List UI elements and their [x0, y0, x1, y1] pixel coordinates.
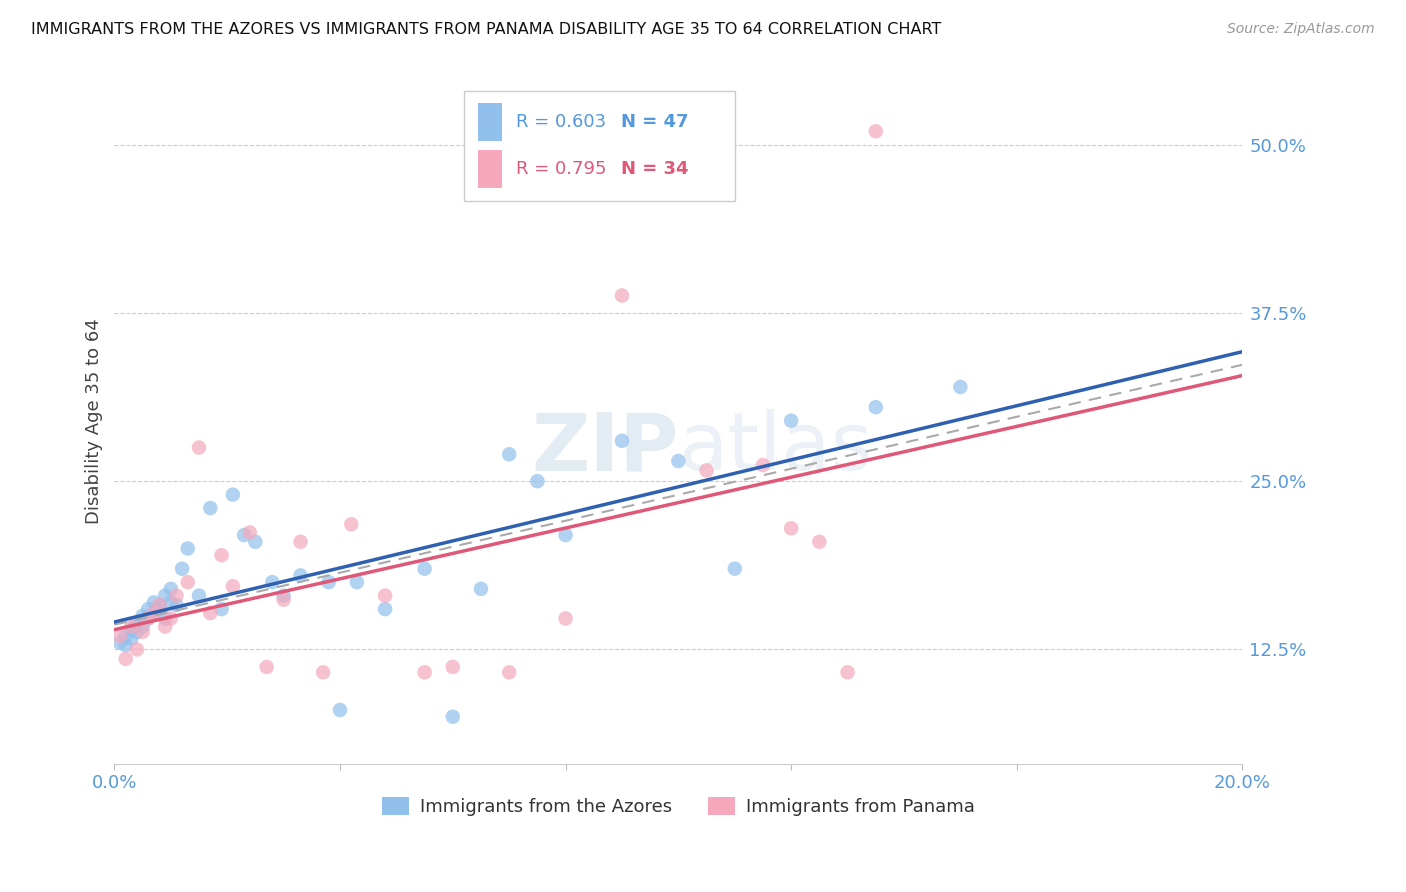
Point	[262, 575, 284, 590]
Point	[108, 629, 131, 643]
Point	[188, 589, 211, 603]
Point	[148, 602, 170, 616]
Point	[666, 454, 689, 468]
Point	[374, 589, 396, 603]
Point	[114, 639, 136, 653]
Point	[780, 521, 803, 535]
Point	[136, 602, 159, 616]
Point	[340, 517, 363, 532]
Point	[136, 611, 159, 625]
Point	[114, 652, 136, 666]
Point	[222, 579, 245, 593]
Y-axis label: Disability Age 35 to 64: Disability Age 35 to 64	[86, 318, 103, 524]
Point	[177, 541, 200, 556]
Bar	[464, 91, 735, 201]
Point	[312, 665, 335, 680]
Point	[136, 611, 159, 625]
Point	[200, 501, 222, 516]
Point	[470, 582, 492, 596]
Point	[142, 595, 165, 609]
Point	[724, 562, 747, 576]
Text: IMMIGRANTS FROM THE AZORES VS IMMIGRANTS FROM PANAMA DISABILITY AGE 35 TO 64 COR: IMMIGRANTS FROM THE AZORES VS IMMIGRANTS…	[31, 22, 941, 37]
Point	[441, 660, 464, 674]
Point	[120, 622, 142, 636]
Point	[413, 665, 436, 680]
Point	[610, 288, 633, 302]
Point	[200, 606, 222, 620]
Point	[808, 534, 831, 549]
Point	[498, 447, 520, 461]
Point	[120, 619, 142, 633]
Point	[177, 575, 200, 590]
Point	[318, 575, 340, 590]
Text: R = 0.603: R = 0.603	[516, 112, 606, 131]
Point	[554, 528, 576, 542]
Point	[131, 608, 153, 623]
Point	[211, 548, 233, 562]
Text: R = 0.795: R = 0.795	[516, 160, 606, 178]
Point	[780, 414, 803, 428]
Point	[752, 458, 775, 472]
Point	[245, 534, 267, 549]
Point	[865, 400, 887, 414]
Text: Source: ZipAtlas.com: Source: ZipAtlas.com	[1227, 22, 1375, 37]
Point	[153, 611, 176, 625]
Point	[329, 703, 352, 717]
Point	[172, 562, 194, 576]
Point	[125, 624, 148, 639]
Point	[837, 665, 859, 680]
Bar	[478, 103, 502, 141]
Point	[148, 598, 170, 612]
Point	[142, 606, 165, 620]
Point	[153, 589, 176, 603]
Point	[165, 598, 187, 612]
Point	[165, 589, 187, 603]
Point	[239, 525, 262, 540]
Point	[159, 582, 181, 596]
Text: ZIP: ZIP	[531, 409, 678, 487]
Point	[865, 124, 887, 138]
Point	[120, 632, 142, 646]
Bar	[478, 150, 502, 188]
Point	[159, 611, 181, 625]
Point	[949, 380, 972, 394]
Point	[125, 615, 148, 630]
Point	[233, 528, 256, 542]
Legend: Immigrants from the Azores, Immigrants from Panama: Immigrants from the Azores, Immigrants f…	[374, 790, 981, 823]
Point	[108, 636, 131, 650]
Point	[526, 474, 548, 488]
Point	[413, 562, 436, 576]
Text: atlas: atlas	[678, 409, 873, 487]
Point	[222, 488, 245, 502]
Point	[114, 629, 136, 643]
Point	[142, 606, 165, 620]
Point	[290, 534, 312, 549]
Point	[290, 568, 312, 582]
Point	[273, 592, 295, 607]
Text: N = 47: N = 47	[621, 112, 689, 131]
Point	[125, 642, 148, 657]
Point	[346, 575, 368, 590]
Text: N = 34: N = 34	[621, 160, 689, 178]
Point	[273, 589, 295, 603]
Point	[159, 595, 181, 609]
Point	[188, 441, 211, 455]
Point	[374, 602, 396, 616]
Point	[211, 602, 233, 616]
Point	[256, 660, 278, 674]
Point	[153, 619, 176, 633]
Point	[441, 709, 464, 723]
Point	[148, 598, 170, 612]
Point	[610, 434, 633, 448]
Point	[696, 463, 718, 477]
Point	[554, 611, 576, 625]
Point	[498, 665, 520, 680]
Point	[131, 619, 153, 633]
Point	[131, 624, 153, 639]
